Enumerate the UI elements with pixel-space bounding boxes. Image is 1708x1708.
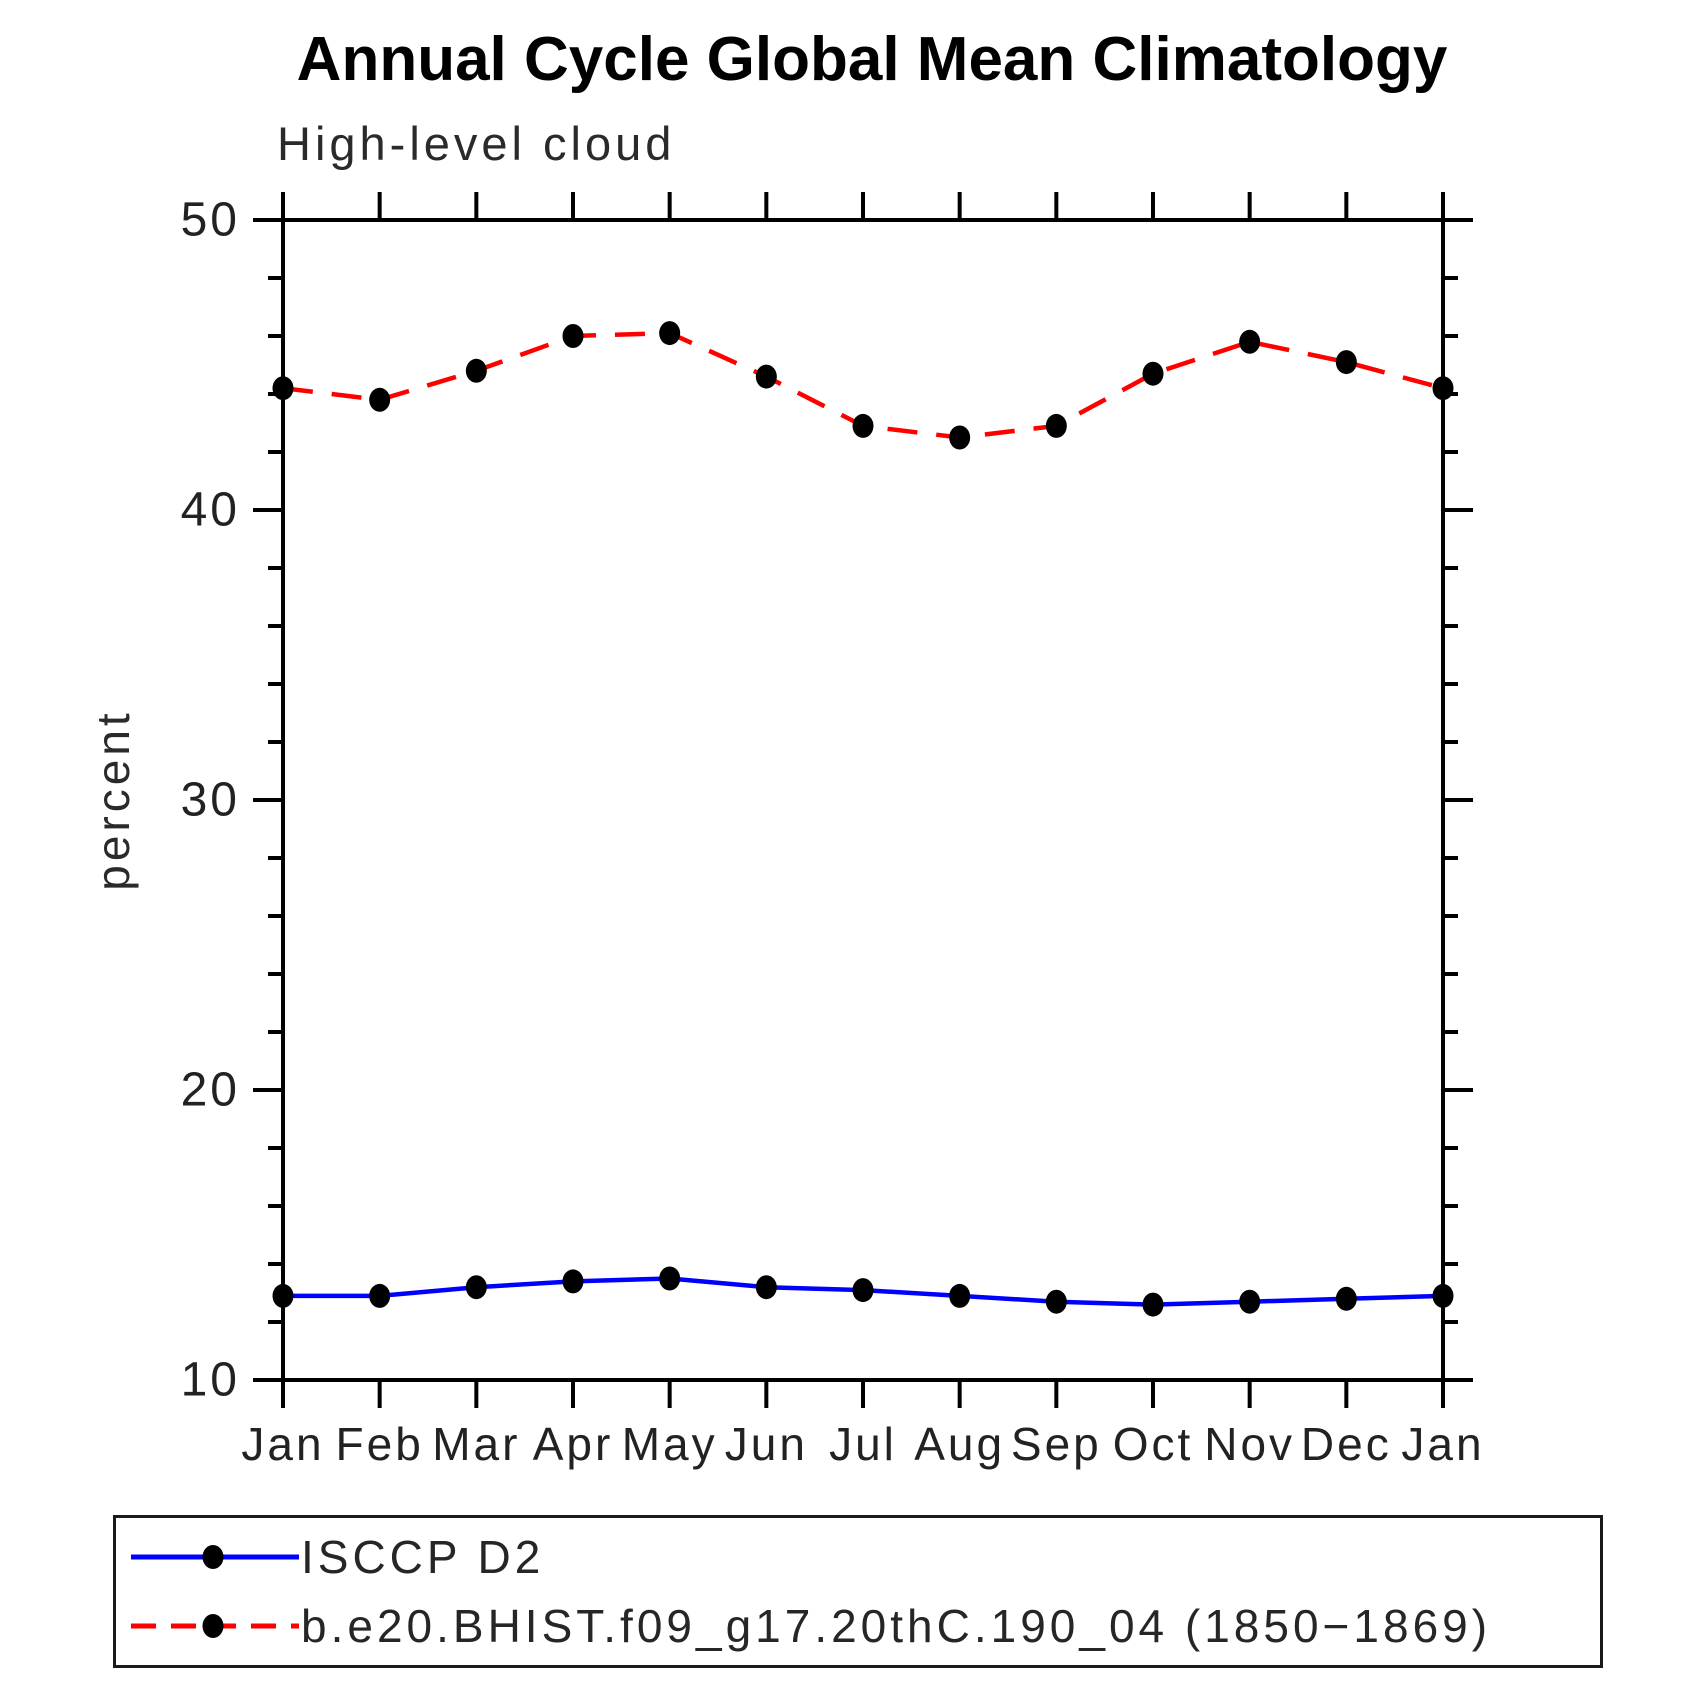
data-point-marker-series-1 bbox=[369, 387, 391, 412]
x-tick-label: Sep bbox=[1011, 1418, 1102, 1470]
legend-swatch-solid-line bbox=[131, 1545, 299, 1569]
data-point-marker-series-0 bbox=[465, 1275, 487, 1300]
legend-label-model-run: b.e20.BHIST.f09_g17.20thC.190_04 (1850−1… bbox=[301, 1600, 1492, 1652]
x-tick-label: Apr bbox=[533, 1418, 614, 1470]
data-point-marker-series-0 bbox=[1142, 1292, 1164, 1317]
legend-item-model-run: b.e20.BHIST.f09_g17.20thC.190_04 (1850−1… bbox=[131, 1600, 1491, 1652]
legend-box: ISCCP D2 b.e20.BHIST.f09_g17.20thC.190_0… bbox=[113, 1515, 1603, 1668]
y-tick-label: 10 bbox=[181, 1354, 240, 1407]
data-point-marker-series-0 bbox=[659, 1266, 681, 1291]
x-tick-label: Feb bbox=[336, 1418, 424, 1470]
x-tick-label: Jul bbox=[829, 1418, 897, 1470]
data-point-marker-series-1 bbox=[1239, 329, 1261, 354]
data-point-marker-series-1 bbox=[1335, 350, 1357, 375]
chart-title: Annual Cycle Global Mean Climatology bbox=[296, 25, 1448, 94]
x-tick-label: Oct bbox=[1113, 1418, 1194, 1470]
data-point-marker-series-0 bbox=[1335, 1286, 1357, 1311]
legend-marker-dot-1 bbox=[202, 1614, 224, 1638]
data-point-marker-series-1 bbox=[852, 413, 874, 438]
y-tick-label: 30 bbox=[181, 774, 240, 827]
legend-item-isccp-d2: ISCCP D2 bbox=[131, 1531, 544, 1583]
legend-marker-dot-0 bbox=[202, 1545, 224, 1569]
data-point-marker-series-0 bbox=[369, 1283, 391, 1308]
x-tick-label: Aug bbox=[914, 1418, 1005, 1470]
data-point-marker-series-0 bbox=[949, 1283, 971, 1308]
data-point-marker-series-0 bbox=[1045, 1289, 1067, 1314]
data-point-marker-series-1 bbox=[1432, 376, 1454, 401]
y-tick-label: 40 bbox=[181, 484, 240, 537]
legend-label-isccp-d2: ISCCP D2 bbox=[301, 1531, 545, 1583]
data-point-marker-series-0 bbox=[272, 1283, 294, 1308]
x-tick-label: Mar bbox=[432, 1418, 520, 1470]
data-point-marker-series-0 bbox=[1239, 1289, 1261, 1314]
data-point-marker-series-1 bbox=[272, 376, 294, 401]
data-point-marker-series-0 bbox=[562, 1269, 584, 1294]
x-tick-label: May bbox=[622, 1418, 718, 1470]
data-point-marker-series-0 bbox=[1432, 1283, 1454, 1308]
data-point-marker-series-1 bbox=[659, 321, 681, 346]
y-tick-label: 20 bbox=[181, 1064, 240, 1117]
data-point-marker-series-1 bbox=[562, 324, 584, 348]
chart-subtitle: High-level cloud bbox=[277, 117, 676, 170]
data-point-marker-series-0 bbox=[755, 1275, 777, 1300]
data-point-marker-series-1 bbox=[465, 358, 487, 383]
data-point-marker-series-0 bbox=[852, 1278, 874, 1303]
data-point-marker-series-1 bbox=[755, 364, 777, 389]
x-tick-label: Dec bbox=[1301, 1418, 1392, 1470]
data-point-marker-series-1 bbox=[1142, 361, 1164, 386]
y-tick-label: 50 bbox=[181, 194, 240, 247]
x-tick-label: Jun bbox=[725, 1418, 808, 1470]
legend-swatch-dashed-line bbox=[131, 1614, 299, 1638]
data-point-marker-series-1 bbox=[949, 425, 971, 450]
x-tick-label: Jan bbox=[1401, 1418, 1484, 1470]
data-point-marker-series-1 bbox=[1045, 413, 1067, 438]
x-tick-label: Jan bbox=[241, 1418, 324, 1470]
x-tick-label: Nov bbox=[1204, 1418, 1295, 1470]
